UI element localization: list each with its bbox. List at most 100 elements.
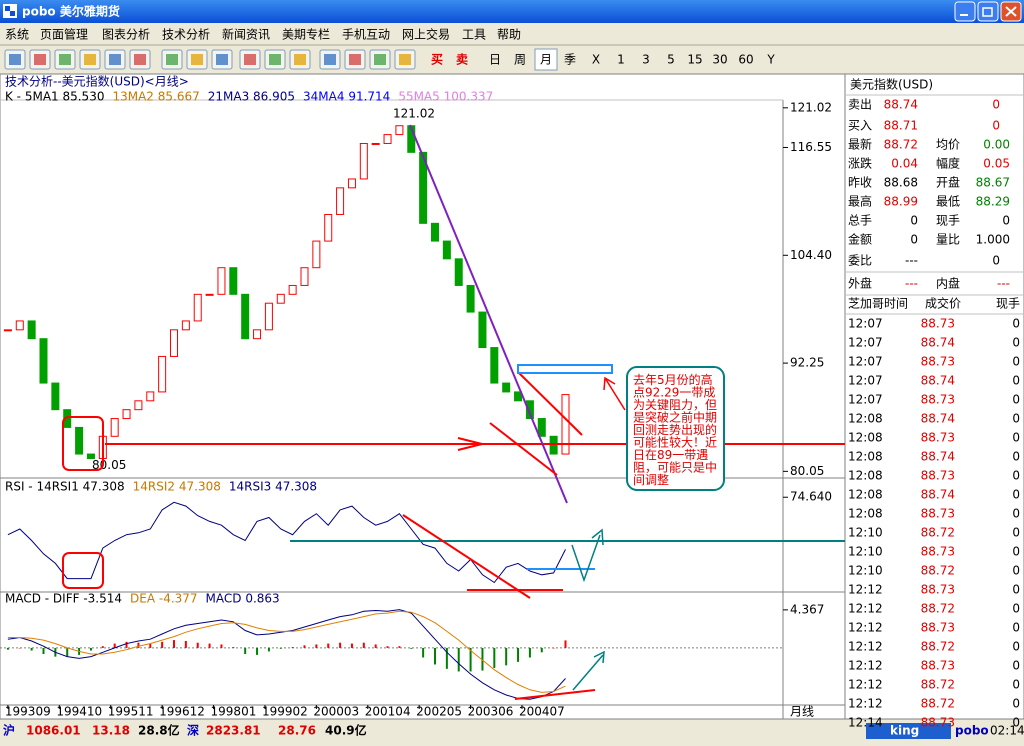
macd-bar (173, 640, 175, 648)
period-button[interactable]: 周 (514, 53, 526, 67)
macd-bar (232, 647, 235, 648)
x-tick-label: 199801 (211, 705, 257, 719)
period-button[interactable]: Y (766, 53, 775, 67)
macd-bar (434, 647, 436, 665)
macd-trend (514, 689, 596, 700)
macd-bar (350, 643, 353, 648)
menu-item[interactable]: 网上交易 (402, 27, 450, 42)
macd-bar (125, 641, 128, 648)
quote-value: 0.04 (891, 157, 918, 171)
menu-item[interactable]: 工具 (462, 28, 486, 42)
quote-value: 0 (1002, 214, 1010, 228)
candle (324, 213, 333, 242)
y-tick-label: 74.640 (790, 490, 832, 504)
tool-icon (294, 54, 306, 65)
candle (3, 329, 12, 332)
trade-time: 12:10 (848, 526, 883, 540)
quote-value: 0 (992, 98, 1000, 112)
trade-time: 12:07 (848, 355, 883, 369)
macd-bar (6, 647, 9, 650)
period-button[interactable]: 5 (667, 53, 675, 67)
candle (478, 311, 487, 349)
macd-bar (161, 641, 164, 648)
menu-item[interactable]: 帮助 (497, 28, 521, 42)
trade-volume: 0 (1012, 545, 1020, 559)
circle-mark (62, 552, 104, 589)
trade-volume: 0 (1012, 317, 1020, 331)
status-item: 28.76 (278, 724, 316, 738)
menu-item[interactable]: 图表分析 (102, 28, 150, 42)
trade-price: 88.74 (921, 336, 955, 350)
minimize-button[interactable] (954, 1, 976, 22)
chart-title: 技术分析--美元指数(USD)<月线> (5, 74, 189, 89)
trade-price: 88.73 (921, 355, 955, 369)
trade-time: 12:10 (848, 564, 883, 578)
period-button[interactable]: 1 (617, 53, 625, 67)
period-button[interactable]: 60 (738, 53, 753, 67)
tool-icon (324, 54, 336, 65)
tool-icon (134, 54, 146, 65)
legend-item: 55MA5 100.337 (398, 90, 493, 104)
period-button[interactable]: 30 (712, 53, 727, 67)
menu-item[interactable]: 美期专栏 (282, 27, 330, 42)
quote-label: 开盘 (936, 175, 960, 190)
tool-icon (269, 54, 281, 65)
period-button[interactable]: X (592, 53, 600, 67)
candle (336, 187, 345, 215)
quote-value: 0 (910, 233, 918, 247)
candle (371, 142, 380, 145)
quote-label: 最低 (936, 195, 960, 209)
legend-item: MACD 0.863 (206, 592, 280, 606)
menu-item[interactable]: 页面管理 (40, 27, 88, 42)
status-item: 沪 (3, 723, 15, 738)
candle (158, 355, 167, 393)
candle (561, 394, 570, 455)
status-brand: pobo (955, 724, 989, 738)
restore-button[interactable] (977, 1, 999, 22)
menu-item[interactable]: 技术分析 (162, 28, 210, 42)
candle (549, 435, 558, 455)
macd-bar (362, 642, 365, 648)
menu-item[interactable]: 系统 (5, 28, 29, 42)
candle (229, 267, 238, 295)
candle (347, 178, 356, 189)
app-icon-part (5, 6, 10, 11)
status-item: 13.18 (92, 724, 130, 738)
period-button[interactable]: 月 (540, 53, 552, 67)
quote-label: 量比 (936, 233, 960, 247)
quote-value: 88.71 (884, 119, 918, 133)
trade-volume: 0 (1012, 526, 1020, 540)
trade-button[interactable]: 买 (431, 53, 443, 67)
trade-volume: 0 (1012, 450, 1020, 464)
arrow (571, 528, 604, 583)
period-button[interactable]: 15 (687, 53, 702, 67)
macd-bar (66, 647, 69, 657)
menu-item[interactable]: 新闻资讯 (222, 27, 270, 42)
period-button[interactable]: 日 (489, 53, 501, 67)
circle-mark (62, 416, 104, 471)
trade-price: 88.73 (921, 621, 955, 635)
period-button[interactable]: 3 (642, 53, 650, 67)
macd-bar (89, 647, 92, 651)
trade-price: 88.72 (921, 640, 955, 654)
quote-value: 0 (992, 119, 1000, 133)
macd-bar (208, 643, 211, 648)
legend-item: MACD - DIFF -3.514 (5, 592, 122, 606)
icon (960, 14, 968, 16)
macd-bar (149, 643, 152, 648)
period-button[interactable]: 季 (564, 53, 576, 67)
macd-bar (18, 647, 21, 649)
resistance-box (517, 364, 613, 374)
quote-value: --- (905, 254, 918, 268)
macd-bar (528, 647, 531, 658)
pressed-button (534, 48, 558, 71)
quote-label: 幅度 (936, 156, 960, 171)
x-tick-label: 199902 (262, 705, 308, 719)
quote-value: 88.29 (976, 195, 1010, 209)
candle (146, 391, 155, 402)
trade-button[interactable]: 卖 (456, 52, 468, 67)
trade-volume: 0 (1012, 431, 1020, 445)
window-title: pobo 美尔雅期货 (22, 4, 120, 19)
menu-item[interactable]: 手机互动 (342, 28, 390, 42)
status-item: 深 (187, 723, 199, 738)
